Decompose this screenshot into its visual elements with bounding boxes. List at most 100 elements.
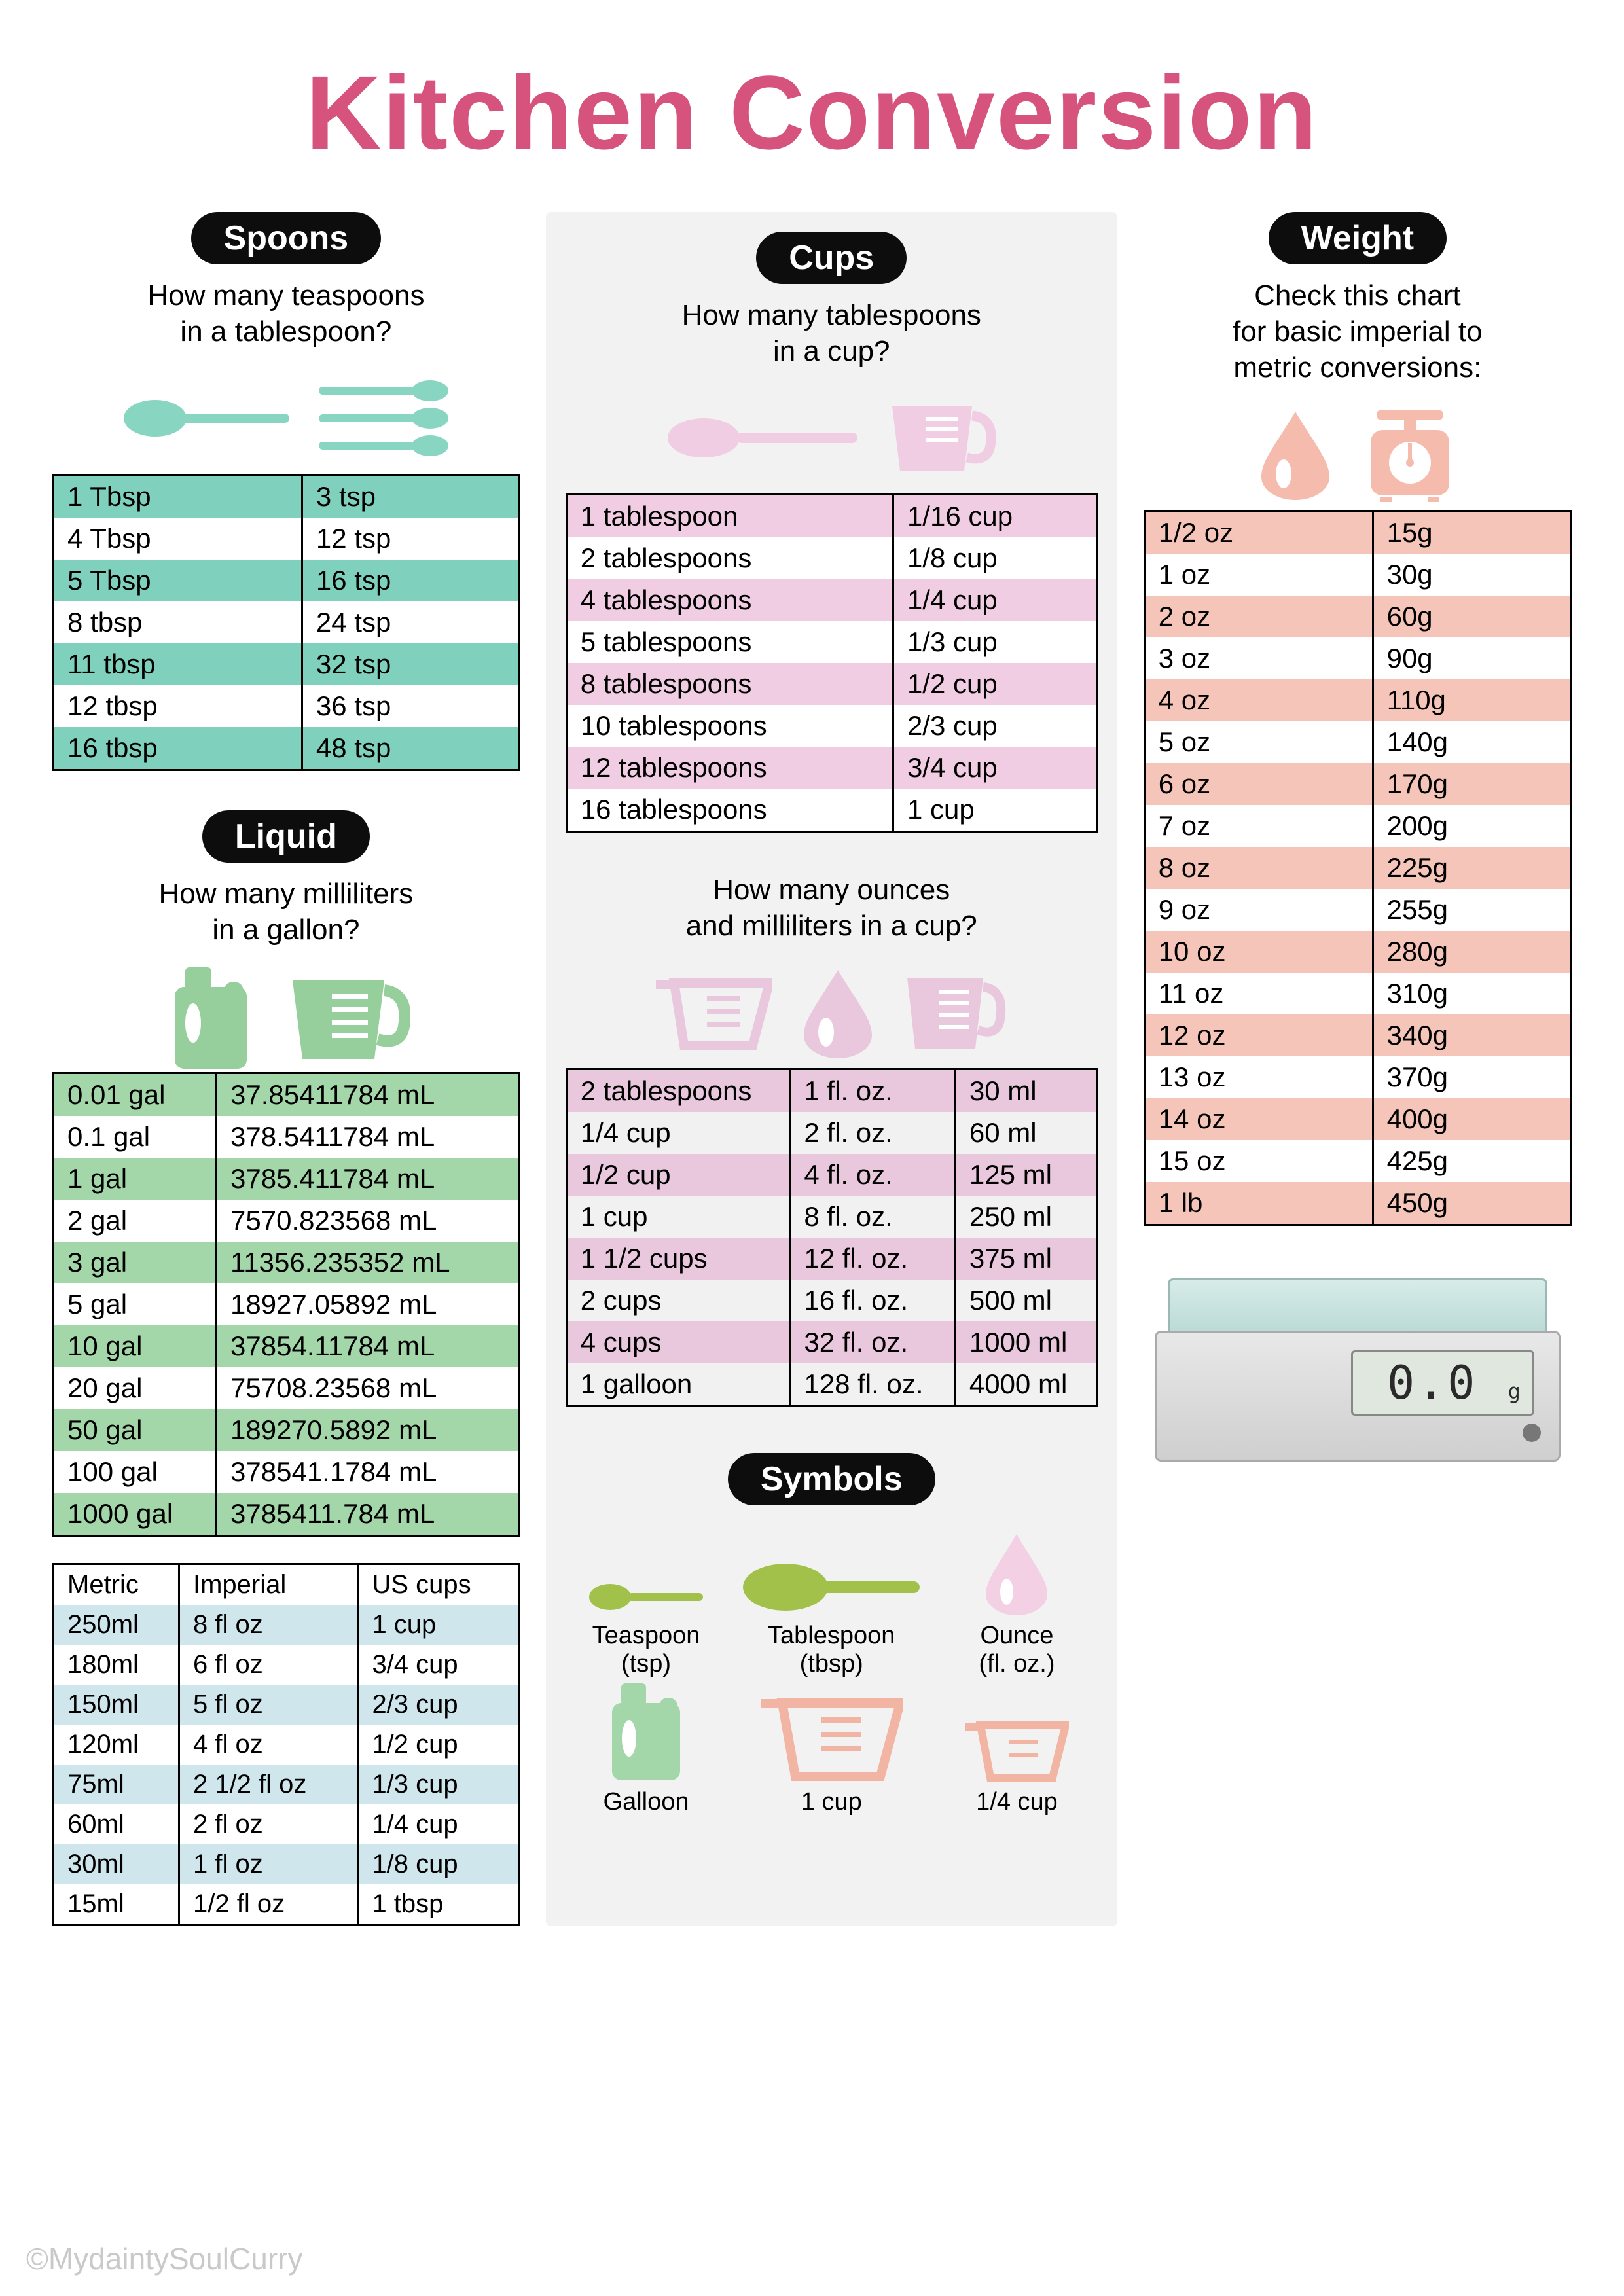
table-cell: 16 fl. oz. <box>790 1280 955 1321</box>
table-cell: 1000 gal <box>54 1493 217 1536</box>
table-cell: 8 tbsp <box>54 601 302 643</box>
kitchen-scale-icon <box>1361 405 1459 503</box>
table-cell: 150ml <box>54 1685 179 1725</box>
table-cell: 11356.235352 mL <box>217 1242 519 1283</box>
table-cell: 1 gal <box>54 1158 217 1200</box>
table-cell: 15g <box>1373 511 1570 554</box>
table-cell: 1/2 fl oz <box>179 1884 357 1926</box>
table-cell: 450g <box>1373 1182 1570 1225</box>
ozml-table: 2 tablespoons1 fl. oz.30 ml1/4 cup2 fl. … <box>566 1068 1098 1407</box>
table-cell: 8 fl oz <box>179 1605 357 1645</box>
spoons-subtitle: How many teaspoons in a tablespoon? <box>52 278 520 350</box>
table-cell: 3 gal <box>54 1242 217 1283</box>
tablespoon-icon <box>740 1532 923 1617</box>
table-cell: 24 tsp <box>302 601 518 643</box>
table-cell: 1 galloon <box>566 1363 790 1407</box>
table-cell: 250ml <box>54 1605 179 1645</box>
ozml-subtitle: How many ounces and milliliters in a cup… <box>566 872 1098 944</box>
table-cell: 15 oz <box>1144 1140 1373 1182</box>
table-cell: 2/3 cup <box>358 1685 518 1725</box>
metric-imperial-table: MetricImperialUS cups250ml8 fl oz1 cup18… <box>52 1563 520 1926</box>
measuring-cup-icon <box>286 967 410 1066</box>
ozml-icons <box>566 970 1098 1055</box>
table-cell: 280g <box>1373 931 1570 973</box>
table-cell: 30 ml <box>955 1069 1096 1113</box>
table-cell: 255g <box>1373 889 1570 931</box>
table-cell: 0.1 gal <box>54 1116 217 1158</box>
table-cell: 7 oz <box>1144 805 1373 847</box>
table-cell: 20 gal <box>54 1367 217 1409</box>
symbol-item: Tablespoon(tbsp) <box>740 1532 923 1678</box>
table-cell: 3785.411784 mL <box>217 1158 519 1200</box>
table-cell: 12 fl. oz. <box>790 1238 955 1280</box>
table-cell: 120ml <box>54 1725 179 1765</box>
table-cell: 1 Tbsp <box>54 475 302 518</box>
table-cell: 170g <box>1373 763 1570 805</box>
table-cell: 10 oz <box>1144 931 1373 973</box>
table-cell: 12 tsp <box>302 518 518 560</box>
table-cell: 8 fl. oz. <box>790 1196 955 1238</box>
symbols-pill: Symbols <box>728 1453 935 1505</box>
symbol-label: 1 cup <box>801 1788 862 1816</box>
symbol-item: Teaspoon(tsp) <box>566 1532 727 1678</box>
table-cell: 4 tablespoons <box>566 579 893 621</box>
table-cell: 1/4 cup <box>893 579 1096 621</box>
table-cell: 6 fl oz <box>179 1645 357 1685</box>
symbol-item: Galloon <box>566 1698 727 1816</box>
table-cell: 10 tablespoons <box>566 705 893 747</box>
table-cell: 14 oz <box>1144 1098 1373 1140</box>
scale-reading: 0.0 <box>1387 1356 1477 1410</box>
table-header: Metric <box>54 1564 179 1605</box>
cups-pill: Cups <box>756 232 907 284</box>
table-cell: 2 cups <box>566 1280 790 1321</box>
table-cell: 1000 ml <box>955 1321 1096 1363</box>
table-cell: 3785411.784 mL <box>217 1493 519 1536</box>
table-cell: 2 1/2 fl oz <box>179 1765 357 1804</box>
weight-icons <box>1144 412 1572 497</box>
table-cell: 375 ml <box>955 1238 1096 1280</box>
table-cell: 3/4 cup <box>358 1645 518 1685</box>
drop-icon <box>1256 408 1335 500</box>
table-cell: 50 gal <box>54 1409 217 1451</box>
table-cell: 1 oz <box>1144 554 1373 596</box>
table-cell: 10 gal <box>54 1325 217 1367</box>
table-cell: 5 oz <box>1144 721 1373 763</box>
table-cell: 4 Tbsp <box>54 518 302 560</box>
table-cell: 370g <box>1373 1056 1570 1098</box>
table-cell: 3/4 cup <box>893 747 1096 789</box>
table-cell: 16 tablespoons <box>566 789 893 832</box>
table-cell: 37.85411784 mL <box>217 1073 519 1117</box>
table-cell: 30g <box>1373 554 1570 596</box>
weight-pill: Weight <box>1269 212 1447 264</box>
table-cell: 4000 ml <box>955 1363 1096 1407</box>
tablespoon-icon <box>122 395 293 441</box>
cups-subtitle: How many tablespoons in a cup? <box>566 297 1098 369</box>
spoons-table: 1 Tbsp3 tsp4 Tbsp12 tsp5 Tbsp16 tsp8 tbs… <box>52 474 520 771</box>
teaspoon-icon <box>319 378 450 404</box>
table-cell: 1 cup <box>566 1196 790 1238</box>
table-cell: 189270.5892 mL <box>217 1409 519 1451</box>
table-cell: 37854.11784 mL <box>217 1325 519 1367</box>
table-cell: 140g <box>1373 721 1570 763</box>
table-cell: 180ml <box>54 1645 179 1685</box>
table-cell: 1/2 cup <box>893 663 1096 705</box>
table-cell: 90g <box>1373 637 1570 679</box>
table-cell: 125 ml <box>955 1154 1096 1196</box>
table-cell: 11 oz <box>1144 973 1373 1014</box>
tablespoon-icon <box>664 412 861 464</box>
weight-subtitle: Check this chart for basic imperial to m… <box>1144 278 1572 386</box>
table-cell: 378.5411784 mL <box>217 1116 519 1158</box>
measuring-cup-icon <box>887 399 998 477</box>
symbol-label: Ounce(fl. oz.) <box>979 1622 1055 1678</box>
symbol-item: Ounce(fl. oz.) <box>936 1532 1097 1678</box>
table-cell: 425g <box>1373 1140 1570 1182</box>
table-cell: 100 gal <box>54 1451 217 1493</box>
table-cell: 4 cups <box>566 1321 790 1363</box>
symbols-grid: Teaspoon(tsp) Tablespoon(tbsp) Ounce(fl.… <box>566 1532 1098 1816</box>
drop-icon <box>799 967 877 1058</box>
table-cell: 3 tsp <box>302 475 518 518</box>
table-cell: 4 fl oz <box>179 1725 357 1765</box>
table-cell: 18927.05892 mL <box>217 1283 519 1325</box>
symbol-label: Teaspoon(tsp) <box>592 1622 700 1678</box>
table-cell: 2 fl. oz. <box>790 1112 955 1154</box>
